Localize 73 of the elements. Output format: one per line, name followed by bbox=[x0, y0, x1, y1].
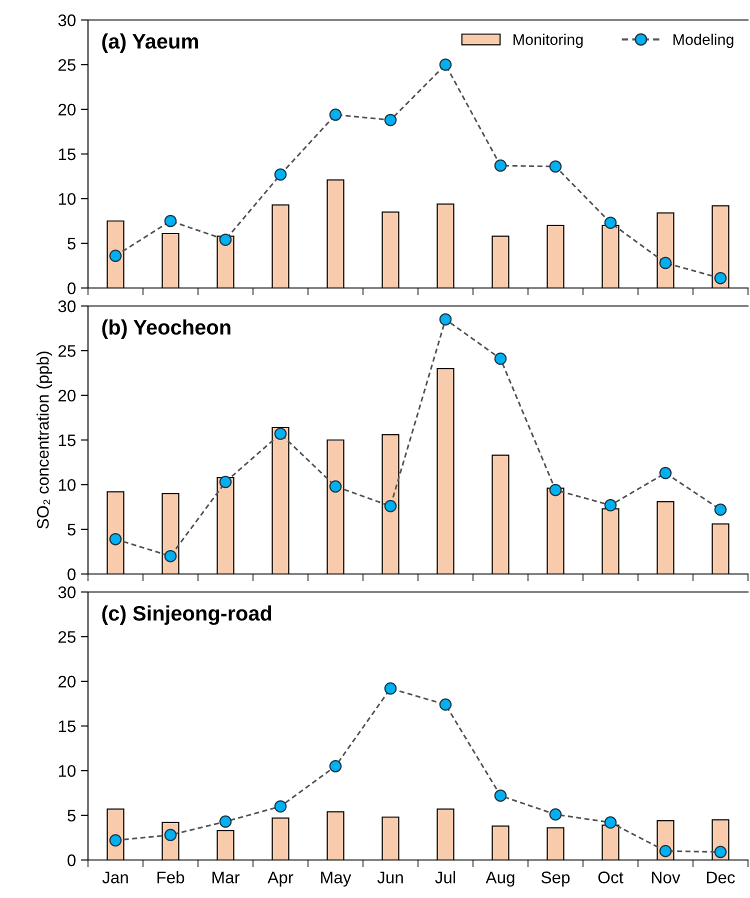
point bbox=[494, 159, 507, 172]
y-tick-label: 25 bbox=[58, 631, 76, 643]
point bbox=[659, 256, 672, 270]
point bbox=[274, 168, 287, 181]
point bbox=[549, 160, 562, 173]
point bbox=[109, 532, 122, 546]
point bbox=[384, 500, 397, 512]
y-tick-label: 5 bbox=[68, 810, 76, 822]
x-tick-label: Jun bbox=[377, 872, 403, 884]
point bbox=[659, 466, 672, 480]
text: (a) Yaeum bbox=[102, 33, 198, 53]
y-tick-label: 30 bbox=[58, 586, 76, 598]
y-tick-label: 20 bbox=[58, 676, 76, 688]
point bbox=[329, 760, 342, 772]
y-tick-label: 15 bbox=[58, 720, 76, 732]
point bbox=[714, 846, 727, 858]
y-tick-label: 15 bbox=[58, 148, 76, 160]
point bbox=[714, 272, 727, 284]
x-tick-label: May bbox=[321, 872, 352, 887]
x-tick-label: Sep bbox=[541, 872, 570, 887]
x-tick-label: Feb bbox=[158, 871, 184, 884]
legend-label: Monitoring bbox=[514, 34, 583, 48]
y-tick-label: 0 bbox=[68, 282, 76, 294]
point bbox=[604, 816, 617, 829]
point bbox=[329, 108, 342, 121]
point bbox=[164, 550, 177, 562]
point bbox=[549, 808, 562, 821]
point bbox=[329, 480, 342, 493]
point bbox=[549, 484, 562, 496]
x-tick-label: Dec bbox=[707, 872, 735, 884]
y-tick-label: 10 bbox=[58, 765, 76, 777]
text: (c) Sinjeong-road bbox=[102, 605, 272, 625]
point bbox=[659, 844, 672, 858]
x-tick-label: Oct bbox=[598, 872, 624, 884]
point bbox=[494, 352, 507, 365]
point bbox=[384, 114, 397, 126]
y-tick-label: 30 bbox=[58, 14, 76, 26]
point bbox=[164, 214, 177, 228]
y-tick-label: 25 bbox=[58, 59, 76, 71]
point bbox=[604, 499, 617, 512]
point bbox=[219, 234, 232, 246]
y-tick-label: 20 bbox=[58, 104, 76, 116]
y-tick-label: 0 bbox=[68, 854, 76, 866]
x-tick-label: Mar bbox=[212, 872, 240, 884]
point bbox=[494, 790, 507, 802]
y-tick-label: 15 bbox=[58, 434, 76, 446]
x-tick-label: Jul bbox=[435, 871, 456, 884]
x-tick-label: Apr bbox=[268, 872, 294, 887]
x-tick-label: Jan bbox=[102, 872, 128, 884]
y-tick-label: 25 bbox=[58, 345, 76, 357]
point bbox=[439, 698, 452, 711]
y-tick-label: 5 bbox=[68, 238, 76, 250]
point bbox=[384, 682, 397, 695]
x-tick-label: Nov bbox=[652, 872, 680, 884]
point bbox=[274, 800, 287, 813]
y-tick-label: 10 bbox=[58, 193, 76, 205]
x-tick-label: Aug bbox=[486, 872, 514, 887]
y-tick-label: 5 bbox=[68, 524, 76, 536]
y-tick-label: 0 bbox=[68, 568, 76, 580]
point bbox=[714, 504, 727, 516]
point bbox=[604, 216, 617, 229]
y-tick-label: 10 bbox=[58, 479, 76, 491]
point bbox=[109, 250, 122, 262]
point bbox=[439, 313, 452, 326]
point bbox=[219, 476, 232, 488]
point bbox=[274, 428, 287, 440]
y-tick-label: 30 bbox=[58, 300, 76, 312]
text: (b) Yeocheon bbox=[102, 319, 230, 339]
y-tick-label: 20 bbox=[58, 390, 76, 402]
point bbox=[219, 815, 232, 828]
legend-label: Modeling bbox=[674, 34, 734, 48]
point bbox=[439, 58, 452, 71]
y-axis-title: SO₂ concentration (ppb) bbox=[36, 352, 52, 529]
